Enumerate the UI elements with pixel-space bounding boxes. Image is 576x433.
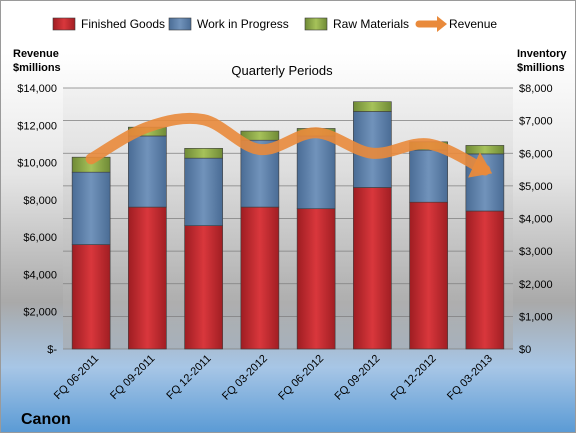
category-label: FQ 06-2011 <box>52 353 101 402</box>
left-tick-label: $12,000 <box>17 120 57 132</box>
right-tick-label: $8,000 <box>519 83 553 95</box>
right-tick-label: $7,000 <box>519 116 553 128</box>
right-tick-label: $4,000 <box>519 214 553 226</box>
bar-work-in-progress <box>128 135 167 208</box>
legend-label: Finished Goods <box>81 17 165 31</box>
left-tick-label: $14,000 <box>17 83 57 95</box>
left-tick-label: $6,000 <box>23 232 57 244</box>
right-tick-label: $1,000 <box>519 311 553 323</box>
left-tick-label: $8,000 <box>23 195 57 207</box>
bar-finished-goods <box>296 208 336 350</box>
left-tick-label: $2,000 <box>23 307 57 319</box>
bar-finished-goods <box>465 210 505 350</box>
left-tick-label: $4,000 <box>23 269 57 281</box>
revenue-arrow-head <box>468 152 493 178</box>
bar-work-in-progress <box>184 157 223 226</box>
right-tick-label: $5,000 <box>519 181 553 193</box>
legend-swatch-arrow <box>437 16 447 32</box>
bar-finished-goods <box>240 206 280 350</box>
right-tick-label: $2,000 <box>519 279 553 291</box>
bar-finished-goods <box>409 201 448 350</box>
right-tick-label: $3,000 <box>519 246 553 258</box>
right-tick-label: $0 <box>519 344 531 356</box>
legend-label: Work in Progress <box>197 17 289 31</box>
company-label: Canon <box>21 411 71 428</box>
bar-work-in-progress <box>71 171 111 245</box>
right-axis-title: Inventory <box>517 48 567 60</box>
bar-finished-goods <box>71 244 111 350</box>
left-tick-label: $- <box>47 344 57 356</box>
bar-raw-materials <box>353 101 392 112</box>
legend-label: Raw Materials <box>333 17 409 31</box>
chart-subtitle: Quarterly Periods <box>231 63 333 78</box>
bar-finished-goods <box>353 187 392 350</box>
legend-swatch-work-in-progress <box>168 17 192 31</box>
bar-raw-materials <box>465 145 505 155</box>
left-axis-title-unit: $millions <box>13 62 61 74</box>
category-label: FQ 03-2012 <box>220 353 270 403</box>
right-tick-label: $6,000 <box>519 148 553 160</box>
right-axis-title-unit: $millions <box>517 62 565 74</box>
bar-finished-goods <box>128 206 167 350</box>
category-label: FQ 06-2012 <box>276 353 326 403</box>
legend-swatch-raw-materials <box>304 17 328 31</box>
bar-finished-goods <box>184 225 223 350</box>
left-axis-title: Revenue <box>13 48 59 60</box>
bar-work-in-progress <box>409 149 448 203</box>
category-label: FQ 03-2013 <box>445 353 495 403</box>
category-label: FQ 12-2012 <box>389 353 439 403</box>
left-tick-label: $10,000 <box>17 158 57 170</box>
bar-raw-materials <box>184 148 223 159</box>
category-label: FQ 09-2011 <box>108 353 157 402</box>
category-label: FQ 12-2011 <box>164 353 213 402</box>
legend-swatch-finished-goods <box>52 17 76 31</box>
legend-label: Revenue <box>449 17 497 31</box>
bar-work-in-progress <box>296 135 336 210</box>
category-label: FQ 09-2012 <box>333 353 383 403</box>
revenue-line <box>85 112 491 176</box>
